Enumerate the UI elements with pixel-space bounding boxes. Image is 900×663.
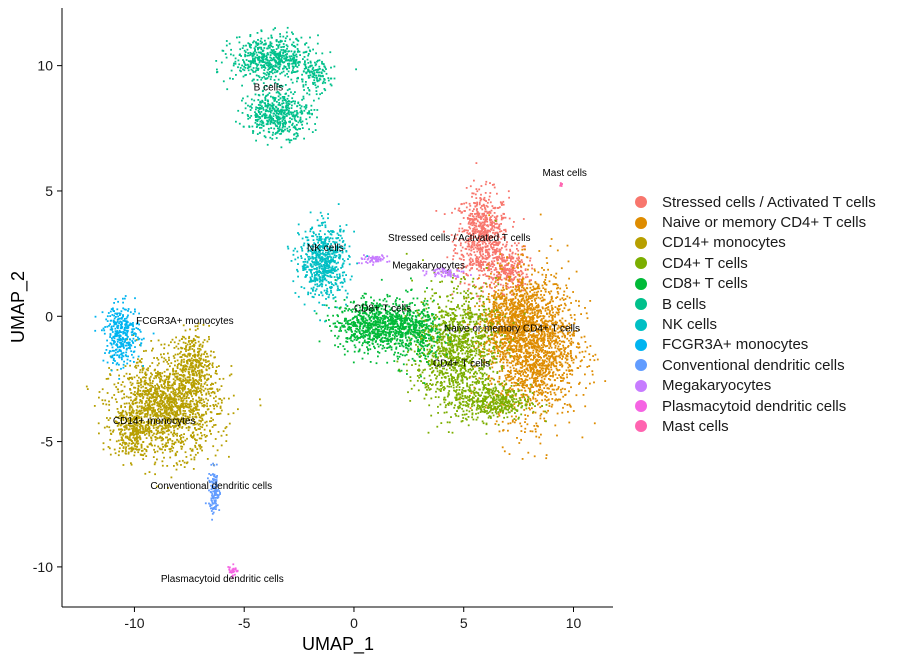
- legend-item: NK cells: [634, 314, 876, 334]
- legend-swatch: [635, 196, 647, 209]
- cluster-label: Conventional dendritic cells: [150, 481, 272, 492]
- legend-item: Megakaryocytes: [634, 376, 876, 396]
- legend-swatch: [635, 359, 647, 372]
- legend-label: Stressed cells / Activated T cells: [662, 193, 876, 211]
- cluster-label: Megakaryocytes: [392, 261, 465, 272]
- legend-label: NK cells: [662, 316, 718, 334]
- cluster-points-cd14-monocytes: [85, 322, 262, 489]
- y-tick-layer: -10 -5 0 5 10: [33, 58, 62, 575]
- x-tick-layer: -10 -5 0 5 10: [124, 607, 581, 631]
- cluster-points-cd4-t-cells: [391, 220, 548, 435]
- legend-item: Naive or memory CD4+ T cells: [634, 212, 876, 232]
- legend-label: Mast cells: [662, 417, 729, 435]
- cluster-label: B cells: [254, 83, 283, 94]
- x-tick-label: -10: [124, 615, 144, 631]
- cluster-points-mast-cells: [559, 182, 563, 187]
- legend-swatch: [635, 236, 647, 249]
- legend-swatch: [635, 298, 647, 311]
- cluster-points-conventional-dendritic-cells: [204, 462, 221, 521]
- legend-label: CD14+ monocytes: [662, 234, 786, 252]
- cluster-points-fcgr3a-monocytes: [94, 295, 155, 380]
- legend-swatch: [635, 318, 647, 331]
- y-tick-label: 0: [45, 308, 53, 324]
- legend-item: CD4+ T cells: [634, 253, 876, 273]
- cluster-label: CD14+ monocytes: [113, 416, 196, 427]
- legend-item: Conventional dendritic cells: [634, 355, 876, 375]
- cluster-points-b-cells: [215, 26, 357, 149]
- x-axis-title: UMAP_1: [302, 634, 374, 655]
- legend-swatch: [635, 338, 647, 351]
- y-axis-title: UMAP_2: [8, 271, 29, 343]
- cluster-label-layer: Stressed cells / Activated T cells Naive …: [113, 83, 587, 585]
- legend-swatch: [635, 277, 647, 290]
- cluster-label: Stressed cells / Activated T cells: [388, 233, 530, 244]
- cluster-points-naive-or-memory-cd4-t-cells: [449, 213, 607, 460]
- cluster-label: CD8+ T cells: [354, 303, 411, 314]
- x-tick-label: 10: [566, 615, 582, 631]
- legend-label: B cells: [662, 295, 707, 313]
- y-tick-label: -5: [41, 434, 54, 450]
- legend-item: Stressed cells / Activated T cells: [634, 192, 876, 212]
- cluster-label: CD4+ T cells: [433, 358, 490, 369]
- cluster-label: Mast cells: [542, 168, 586, 179]
- cluster-label: Plasmacytoid dendritic cells: [161, 574, 284, 585]
- legend-item: CD8+ T cells: [634, 274, 876, 294]
- legend-label: Conventional dendritic cells: [662, 356, 845, 374]
- legend-label: Naive or memory CD4+ T cells: [662, 214, 867, 232]
- y-tick-label: 5: [45, 183, 53, 199]
- legend-swatch: [635, 400, 647, 413]
- legend-label: FCGR3A+ monocytes: [662, 336, 809, 354]
- point-layer: [85, 26, 607, 579]
- legend-item: FCGR3A+ monocytes: [634, 335, 876, 355]
- legend-label: Megakaryocytes: [662, 377, 772, 395]
- cluster-points-plasmacytoid-dendritic-cells: [227, 563, 239, 579]
- cluster-label: FCGR3A+ monocytes: [136, 316, 234, 327]
- legend-label: Plasmacytoid dendritic cells: [662, 397, 847, 415]
- y-tick-label: 10: [37, 58, 53, 74]
- legend-label: CD4+ T cells: [662, 254, 748, 272]
- legend-swatch: [635, 216, 647, 229]
- y-tick-label: -10: [33, 559, 53, 575]
- x-tick-label: 0: [350, 615, 358, 631]
- legend-swatch: [635, 379, 647, 392]
- legend-item: Mast cells: [634, 416, 876, 436]
- legend-label: CD8+ T cells: [662, 275, 748, 293]
- cluster-points-megakaryocytes: [358, 254, 472, 278]
- legend-item: Plasmacytoid dendritic cells: [634, 396, 876, 416]
- x-tick-label: 5: [460, 615, 468, 631]
- x-tick-label: -5: [238, 615, 251, 631]
- legend-item: B cells: [634, 294, 876, 314]
- legend-swatch: [635, 257, 647, 270]
- legend-item: CD14+ monocytes: [634, 233, 876, 253]
- legend-swatch: [635, 420, 647, 433]
- cluster-points-cd8-t-cells: [315, 277, 452, 384]
- cluster-label: NK cells: [307, 243, 344, 254]
- cluster-points-nk-cells: [286, 203, 369, 323]
- cluster-label: Naive or memory CD4+ T cells: [444, 323, 580, 334]
- legend: Stressed cells / Activated T cells Naive …: [634, 192, 876, 437]
